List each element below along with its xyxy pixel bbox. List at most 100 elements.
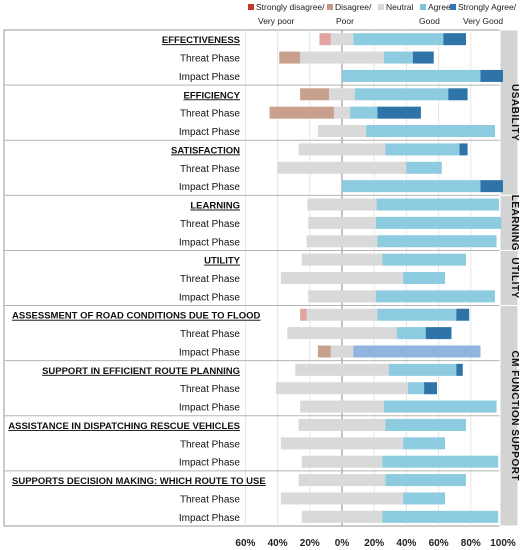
bar-strongly-disagree: [319, 33, 331, 46]
bar-agree: [366, 125, 495, 138]
section-title: EFFECTIVENESS: [162, 35, 240, 46]
bar-neutral: [280, 492, 404, 505]
legend-item-strongly-agree: Strongly Agree/: [450, 2, 516, 12]
row-label: Impact Phase: [179, 292, 241, 303]
bar-agree: [385, 474, 466, 487]
legend-swatch: [248, 4, 254, 10]
bar-agree: [403, 492, 446, 505]
legend-label: Disagree/: [335, 2, 372, 12]
x-tick-label: 40%: [268, 538, 288, 549]
bar-neutral: [280, 272, 404, 284]
bar-strongly-agree: [448, 88, 468, 101]
bar-agree: [406, 161, 442, 174]
row-label: Impact Phase: [179, 127, 241, 138]
bar-strongly-agree: [377, 106, 421, 119]
section-title: SUPPORTS DECISION MAKING: WHICH ROUTE TO…: [12, 476, 266, 487]
bar-neutral: [301, 253, 383, 266]
row-label: Threat Phase: [180, 274, 240, 285]
bar-strongly-disagree: [300, 308, 307, 321]
row-label: Impact Phase: [179, 458, 241, 469]
bar-neutral: [298, 143, 386, 156]
row-label: Impact Phase: [179, 513, 241, 524]
bar-neutral: [306, 235, 378, 248]
bar-strongly-agree: [456, 363, 463, 376]
row-label: Threat Phase: [180, 439, 240, 450]
legend-label: Agree/: [428, 2, 454, 12]
bar-neutral: [317, 125, 367, 138]
legend-label: Neutral: [386, 2, 414, 12]
legend-swatch: [450, 4, 456, 10]
section-title: SUPPORT IN EFFICIENT ROUTE PLANNING: [42, 366, 240, 377]
bar-strongly-agree: [425, 327, 452, 340]
x-tick-label: 20%: [300, 538, 320, 549]
bar-neutral: [277, 161, 407, 174]
legend-swatch: [420, 4, 426, 10]
row-label: Threat Phase: [180, 109, 240, 120]
section-title: EFFICIENCY: [184, 90, 241, 101]
bar-strongly-agree: [443, 33, 466, 46]
legend-item-agree: Agree/: [420, 2, 453, 12]
row-label: Threat Phase: [180, 54, 240, 65]
bar-neutral: [295, 363, 389, 376]
row-label: Threat Phase: [180, 494, 240, 505]
row-label: Threat Phase: [180, 164, 240, 175]
group-label: LEARNING: [509, 195, 520, 251]
bar-agree: [375, 290, 495, 303]
bar-agree: [350, 106, 378, 119]
bar-neutral: [287, 327, 397, 340]
row-label: Impact Phase: [179, 403, 241, 414]
bar-neutral: [330, 345, 354, 358]
section-title: ASSESSMENT OF ROAD CONDITIONS DUE TO FLO…: [12, 311, 261, 322]
bar-agree: [382, 253, 466, 266]
bar-agree: [353, 345, 481, 358]
bar-neutral: [301, 510, 383, 523]
x-tick-label: 100%: [490, 538, 516, 549]
bar-agree: [408, 382, 425, 395]
bar-neutral: [280, 437, 404, 450]
bar-agree: [396, 327, 426, 340]
row-label: Threat Phase: [180, 219, 240, 230]
bar-strongly-agree: [424, 382, 437, 395]
legend-sub-label: Poor: [336, 16, 354, 26]
bar-agree: [382, 455, 499, 468]
bar-disagree: [317, 345, 331, 358]
group-band: [499, 305, 519, 527]
bar-agree: [354, 88, 449, 101]
bar-neutral: [308, 216, 376, 229]
row-label: Threat Phase: [180, 329, 240, 340]
bar-agree: [403, 437, 446, 450]
bar-agree: [377, 308, 457, 321]
chart-legend: Strongly disagree/ Very poor Disagree/ P…: [240, 2, 520, 26]
x-tick-label: 60%: [429, 538, 449, 549]
bar-agree: [383, 51, 413, 64]
legend-sub-label: Good: [419, 16, 440, 26]
legend-label: Strongly Agree/: [458, 2, 517, 12]
bar-agree: [385, 418, 466, 431]
group-label: CM FUNCTION SUPPORT: [509, 350, 520, 481]
bar-strongly-agree: [456, 308, 470, 321]
row-label: Impact Phase: [179, 347, 241, 358]
bar-neutral: [333, 106, 351, 119]
section-title: LEARNING: [190, 201, 240, 212]
x-tick-label: 80%: [461, 538, 481, 549]
bar-neutral: [329, 88, 355, 101]
section-title: ASSISTANCE IN DISPATCHING RESCUE VEHICLE…: [8, 421, 240, 432]
bar-neutral: [300, 400, 384, 413]
bar-disagree: [279, 51, 301, 64]
bar-agree: [388, 363, 457, 376]
legend-sub-label: Very Good: [463, 16, 504, 26]
bar-neutral: [298, 474, 386, 487]
row-label: Impact Phase: [179, 72, 241, 83]
row-label: Impact Phase: [179, 182, 241, 193]
x-tick-label: 40%: [396, 538, 416, 549]
bar-agree: [376, 198, 499, 211]
bar-disagree: [269, 106, 334, 119]
x-tick-label: 0%: [335, 538, 350, 549]
section-title: SATISFACTION: [171, 145, 240, 156]
bar-agree: [383, 400, 497, 413]
group-label: USABILITY: [509, 84, 520, 141]
legend-label: Strongly disagree/: [256, 2, 325, 12]
bar-agree: [377, 235, 497, 248]
bar-neutral: [298, 418, 386, 431]
bar-agree: [342, 180, 481, 193]
